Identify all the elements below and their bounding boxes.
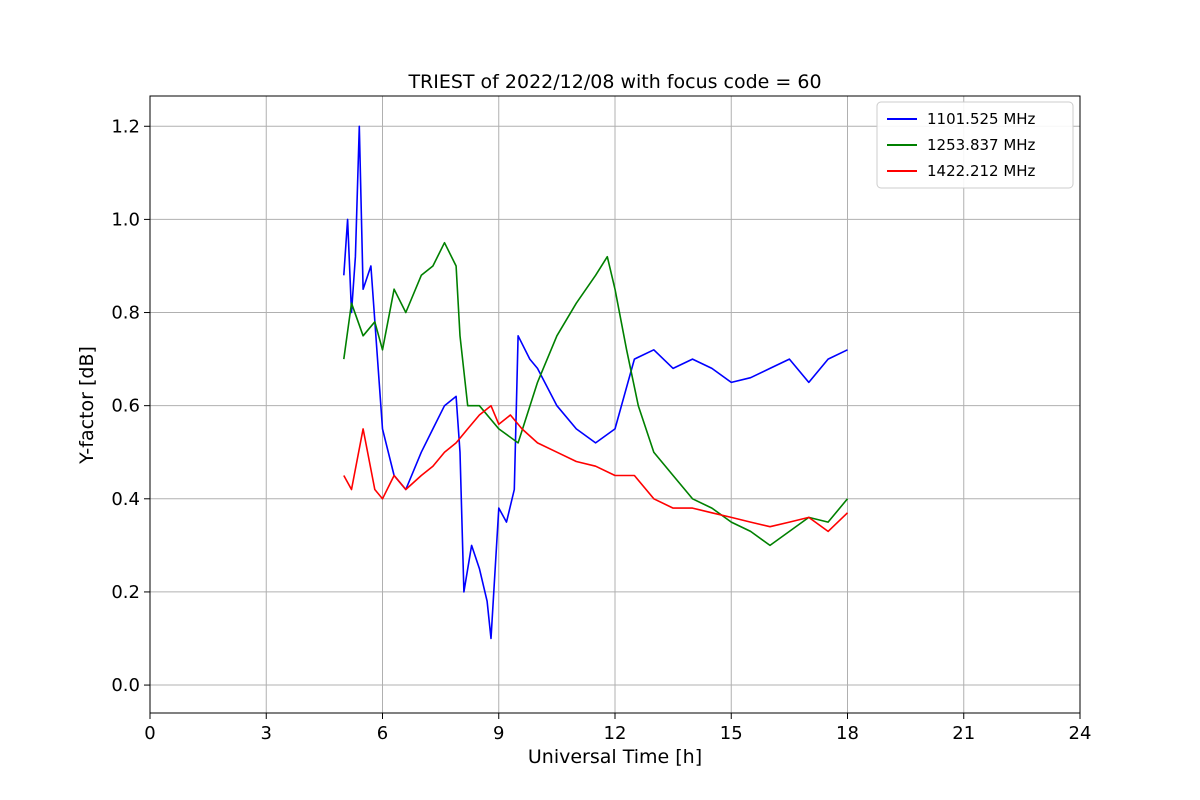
y-tick-label: 0.6 <box>111 396 140 417</box>
legend: 1101.525 MHz 1253.837 MHz 1422.212 MHz <box>876 101 1074 189</box>
legend-label: 1253.837 MHz <box>927 136 1036 154</box>
series-layer <box>343 125 849 640</box>
x-axis-label: Universal Time [h] <box>528 746 702 768</box>
x-tick-label: 6 <box>377 723 388 744</box>
y-tick-label: 0.2 <box>111 582 140 603</box>
x-tick-label: 0 <box>144 723 155 744</box>
chart-title: TRIEST of 2022/12/08 with focus code = 6… <box>407 71 821 93</box>
x-tick-label: 24 <box>1069 723 1092 744</box>
y-axis-label: Y-factor [dB] <box>76 346 98 465</box>
y-tick-label: 1.2 <box>111 116 140 137</box>
series-line <box>343 125 848 640</box>
y-tick-label: 0.4 <box>111 489 140 510</box>
x-tick-label: 15 <box>720 723 743 744</box>
y-tick-label: 1.0 <box>111 209 140 230</box>
series-line <box>343 241 849 547</box>
x-tick-label: 18 <box>836 723 859 744</box>
x-axis-ticks: 0 3 6 9 12 15 18 21 24 <box>144 713 1091 744</box>
series-line <box>343 404 849 533</box>
y-axis-ticks: 0.0 0.2 0.4 0.6 0.8 1.0 1.2 <box>111 116 150 696</box>
x-tick-label: 12 <box>604 723 627 744</box>
legend-label: 1422.212 MHz <box>927 162 1036 180</box>
y-tick-label: 0.8 <box>111 303 140 324</box>
y-tick-label: 0.0 <box>111 675 140 696</box>
x-tick-label: 3 <box>261 723 272 744</box>
x-tick-label: 9 <box>493 723 504 744</box>
legend-box <box>876 101 1074 189</box>
x-tick-label: 21 <box>952 723 975 744</box>
legend-label: 1101.525 MHz <box>927 110 1036 128</box>
